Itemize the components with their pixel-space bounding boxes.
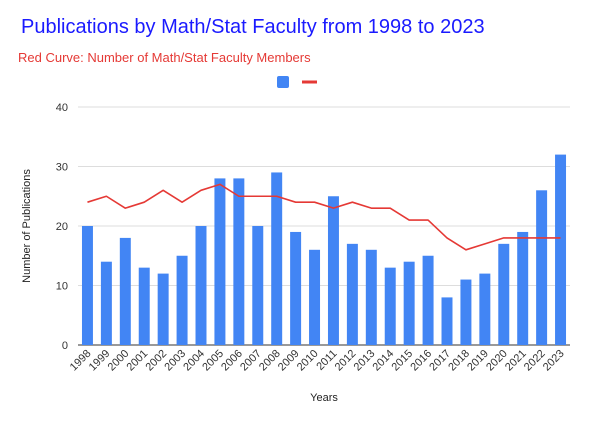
- x-tick-label: 1998: [68, 348, 94, 374]
- x-tick-label: 2016: [408, 348, 434, 374]
- y-tick-label: 20: [56, 221, 68, 233]
- bar-2019: [479, 273, 491, 345]
- bar-2003: [176, 255, 188, 345]
- x-tick-label: 2019: [465, 348, 491, 374]
- bar-1998: [81, 226, 93, 345]
- x-tick-label: 2009: [276, 348, 302, 374]
- x-tick-label: 2014: [371, 348, 397, 374]
- bar-2017: [441, 297, 453, 345]
- bar-2013: [365, 249, 377, 345]
- x-tick-label: 2010: [295, 348, 321, 374]
- x-tick-label: 2020: [484, 348, 510, 374]
- x-tick-label: 2005: [200, 348, 226, 374]
- line-series: [87, 183, 561, 251]
- x-tick-label: 2001: [125, 348, 151, 374]
- bar-2023: [555, 154, 567, 345]
- bar-2016: [422, 255, 434, 345]
- x-tick-label: 2007: [238, 348, 264, 374]
- bar-2006: [233, 178, 245, 345]
- x-axis-label: Years: [310, 392, 338, 404]
- chart-subtitle: Red Curve: Number of Math/Stat Faculty M…: [18, 50, 311, 65]
- legend: [277, 76, 317, 88]
- x-tick-label: 2023: [541, 348, 567, 374]
- bar-2000: [119, 237, 131, 345]
- y-tick-label: 40: [56, 102, 68, 114]
- x-axis-ticks: 1998199920002001200220032004200520062007…: [68, 348, 567, 374]
- bar-2015: [403, 261, 415, 345]
- faculty-count-line: [87, 183, 561, 251]
- x-tick-label: 2013: [352, 348, 378, 374]
- bar-1999: [100, 261, 112, 345]
- y-axis-label: Number of Publications: [21, 169, 33, 283]
- x-tick-label: 2021: [503, 348, 529, 374]
- x-tick-label: 2015: [389, 348, 415, 374]
- bar-series: [81, 154, 567, 345]
- bar-2021: [517, 231, 529, 345]
- bar-2012: [346, 243, 358, 345]
- x-tick-label: 1999: [87, 348, 113, 374]
- bar-2001: [138, 267, 150, 345]
- bar-2022: [536, 190, 548, 345]
- x-tick-label: 2004: [181, 348, 207, 374]
- bar-2010: [309, 249, 321, 345]
- bar-2007: [252, 226, 264, 345]
- bar-2009: [290, 231, 302, 345]
- bar-2014: [384, 267, 396, 345]
- x-tick-label: 2012: [333, 348, 359, 374]
- y-tick-label: 30: [56, 162, 68, 174]
- legend-bar-swatch: [277, 76, 289, 88]
- x-tick-label: 2017: [427, 348, 453, 374]
- y-tick-label: 10: [56, 281, 68, 293]
- y-tick-label: 0: [62, 340, 68, 352]
- bar-2002: [157, 273, 169, 345]
- y-axis-ticks: 0 10 20 30 40: [56, 102, 68, 352]
- bar-2004: [195, 226, 207, 345]
- bar-2005: [214, 178, 226, 345]
- bar-2011: [327, 196, 339, 345]
- x-tick-label: 2022: [522, 348, 548, 374]
- gridlines: [78, 106, 570, 346]
- bar-2008: [271, 172, 283, 345]
- x-tick-label: 2006: [219, 348, 245, 374]
- chart-title: Publications by Math/Stat Faculty from 1…: [21, 16, 485, 38]
- x-tick-label: 2002: [143, 348, 169, 374]
- x-tick-label: 2000: [106, 348, 132, 374]
- bar-2020: [498, 243, 510, 345]
- x-tick-label: 2003: [162, 348, 188, 374]
- bar-2018: [460, 279, 472, 345]
- x-tick-label: 2018: [446, 348, 472, 374]
- x-tick-label: 2008: [257, 348, 283, 374]
